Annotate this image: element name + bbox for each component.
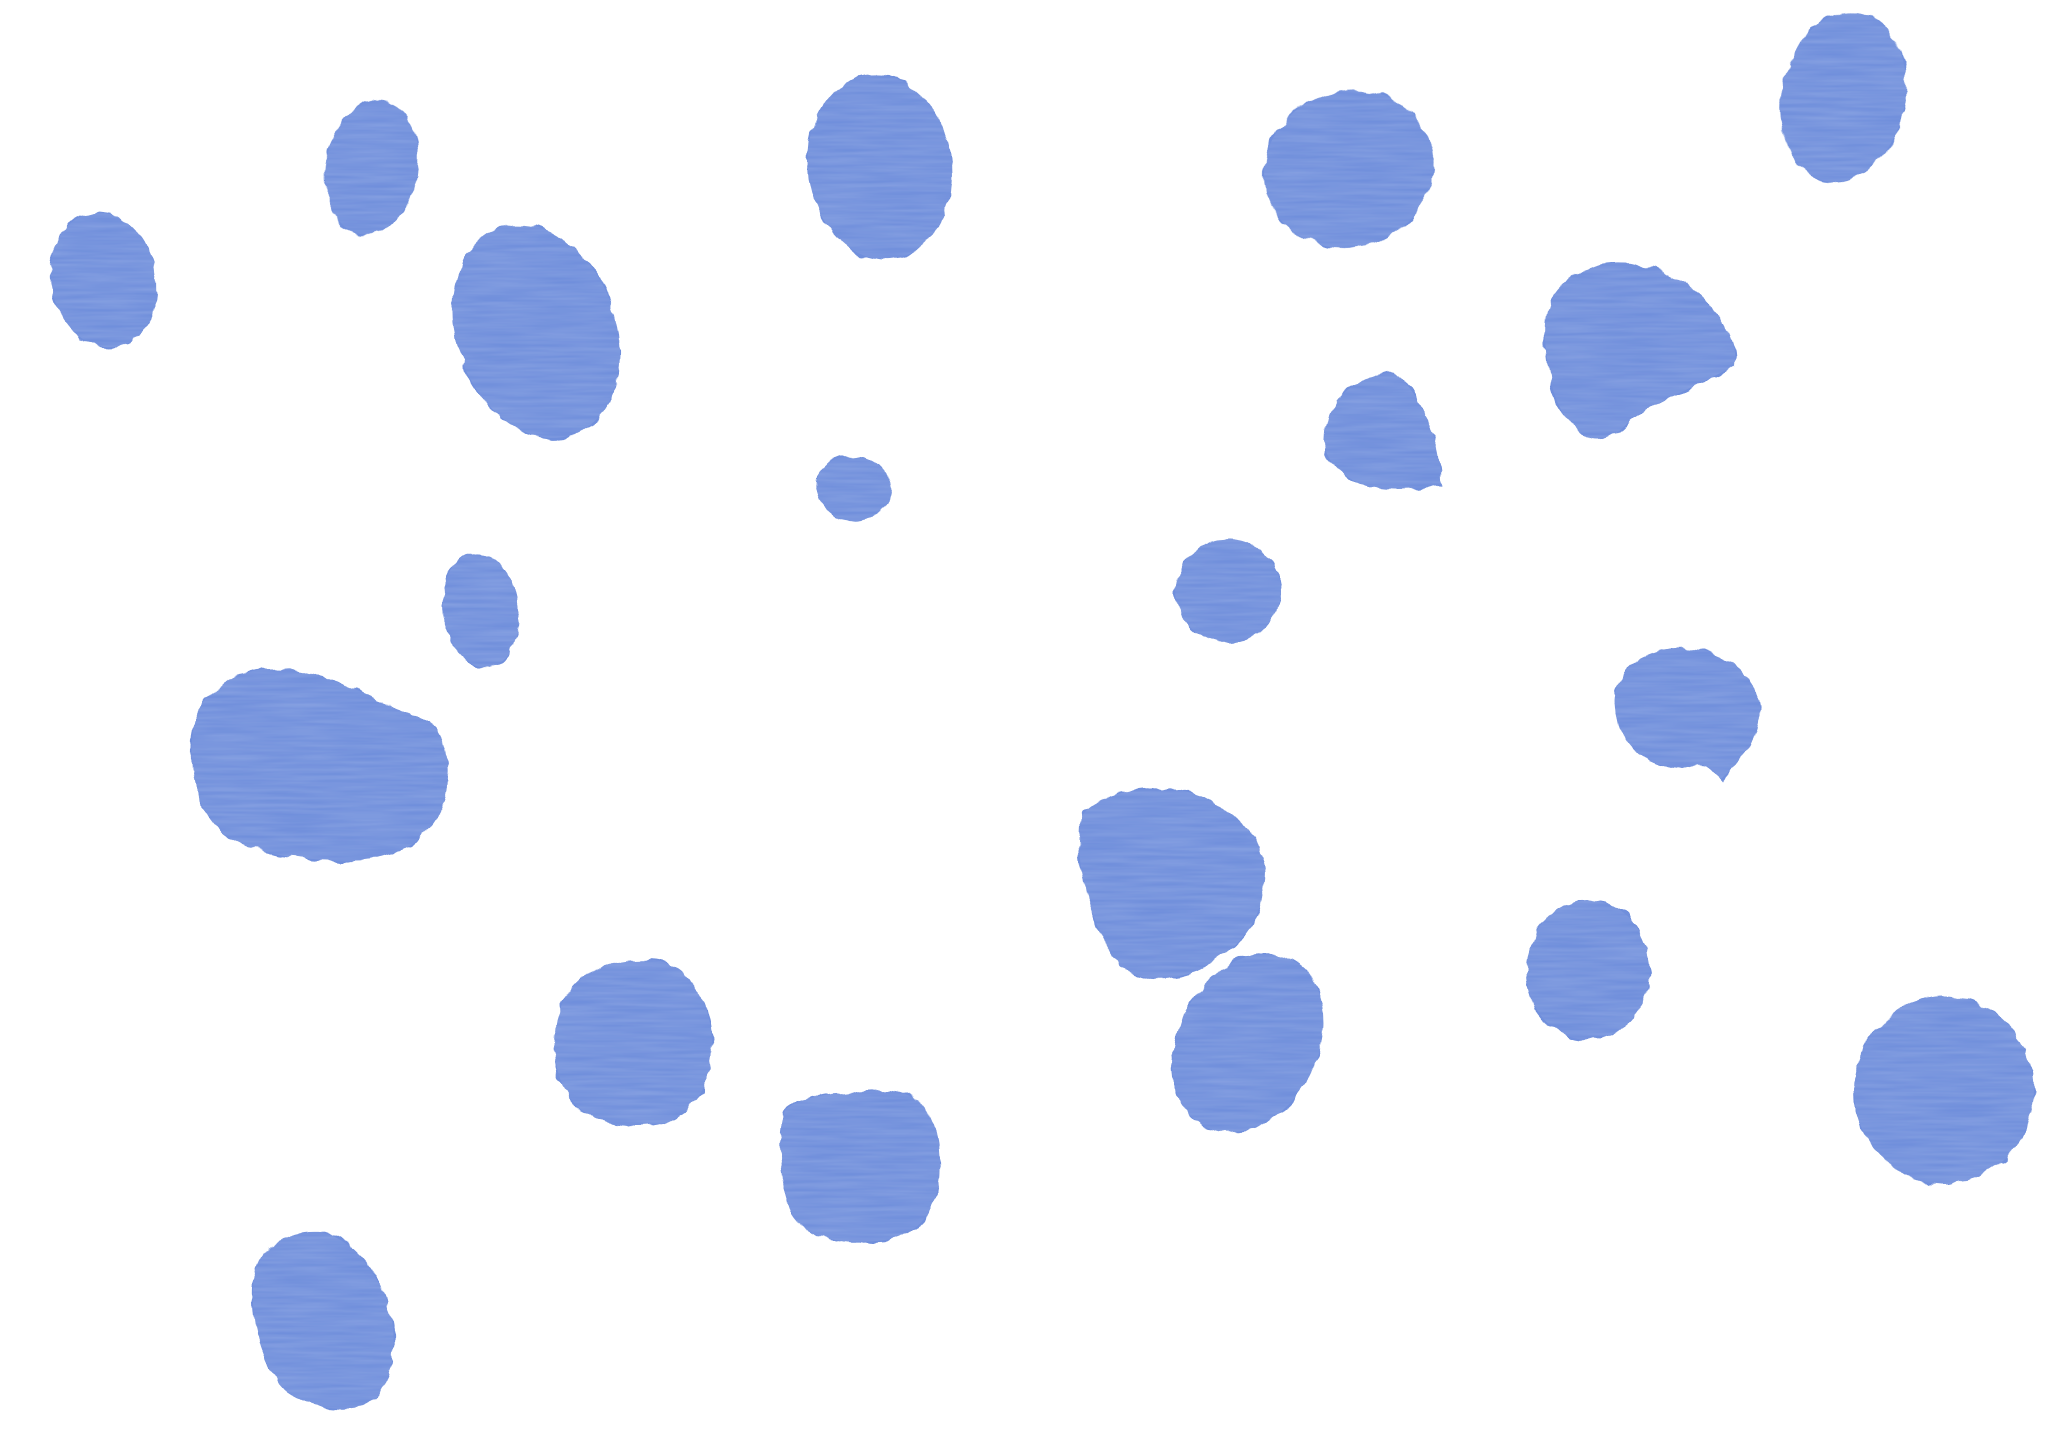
paint-streak — [1779, 11, 1907, 183]
paint-streak — [807, 74, 953, 260]
paint-streak — [1324, 372, 1442, 490]
paint-streak — [325, 99, 419, 235]
paint-streak — [1854, 996, 2034, 1184]
paint-streak — [191, 668, 449, 862]
paint-streak — [1172, 953, 1324, 1133]
paint-streak — [442, 552, 520, 668]
paint-streak — [554, 959, 713, 1127]
paint-streak — [822, 468, 890, 522]
paint-streak — [252, 1231, 394, 1409]
paint-streak — [1177, 546, 1269, 634]
paint-streak — [50, 212, 158, 348]
paint-streak — [1263, 90, 1435, 248]
paint-streak — [451, 224, 621, 438]
paint-streak — [1079, 788, 1266, 979]
paint-streak — [1614, 647, 1761, 780]
paint-streak — [779, 1090, 941, 1242]
paint-streak — [1526, 900, 1650, 1040]
paint-streak-overlay — [50, 11, 2034, 1409]
paint-streak — [1544, 262, 1736, 441]
